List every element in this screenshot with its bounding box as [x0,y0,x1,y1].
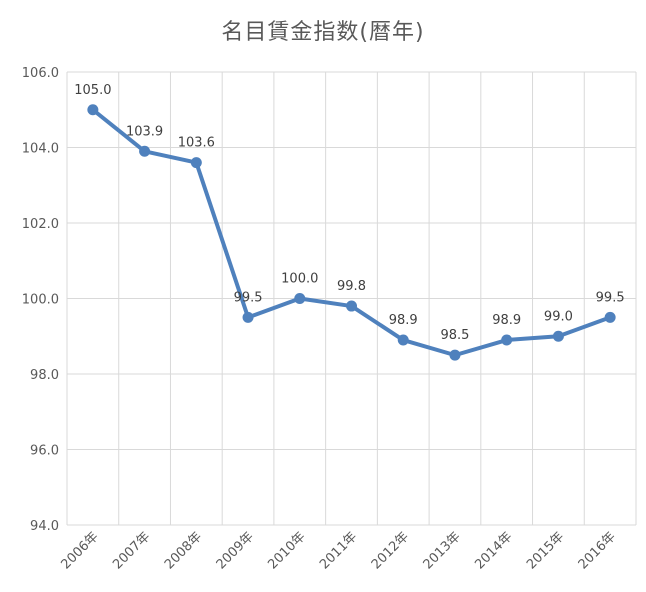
y-tick-label: 102.0 [22,217,59,232]
data-point [190,157,202,169]
data-point [294,293,306,304]
y-tick-label: 98.0 [30,368,59,383]
x-tick-label: 2009年 [214,529,257,572]
data-point [604,311,616,323]
x-tick-label: 2013年 [421,529,464,572]
data-label: 99.0 [544,309,573,324]
data-point [449,349,461,361]
x-tick-label: 2012年 [369,529,412,572]
data-label: 99.5 [234,290,263,305]
data-label: 98.5 [440,328,469,343]
y-tick-label: 94.0 [30,519,59,534]
data-label: 99.8 [337,279,366,294]
x-tick-label: 2007年 [110,529,153,572]
x-tick-label: 2011年 [317,529,360,572]
data-point [242,311,254,323]
data-label: 99.5 [596,290,625,305]
data-labels: 105.0 103.9 103.6 99.5 100.0 99.8 98.9 98.5 98.9… [74,83,624,343]
x-tick-label: 2014年 [472,529,515,572]
x-tick-label: 2015年 [524,529,567,572]
series [87,104,616,361]
data-label: 105.0 [74,83,111,98]
y-tick-label: 100.0 [22,293,59,308]
data-label: 103.9 [126,124,163,139]
data-point [552,330,564,342]
y-tick-label: 106.0 [22,66,59,81]
y-tick-label: 96.0 [30,444,59,459]
x-tick-label: 2010年 [265,529,308,572]
data-point [397,334,409,346]
grid [66,71,637,526]
data-label: 103.6 [178,136,215,151]
data-point [139,145,151,157]
x-tick-label: 2016年 [576,529,619,572]
data-label: 98.9 [389,313,418,328]
x-tick-label: 2006年 [58,529,101,572]
y-tick-label: 104.0 [22,142,59,157]
data-point [346,300,357,312]
data-label: 98.9 [492,313,521,328]
x-tick-label: 2008年 [162,529,205,572]
data-point [87,104,99,116]
data-label: 100.0 [281,272,318,287]
data-point [501,334,513,346]
chart-title: 名目賃金指数(暦年) [221,20,425,45]
